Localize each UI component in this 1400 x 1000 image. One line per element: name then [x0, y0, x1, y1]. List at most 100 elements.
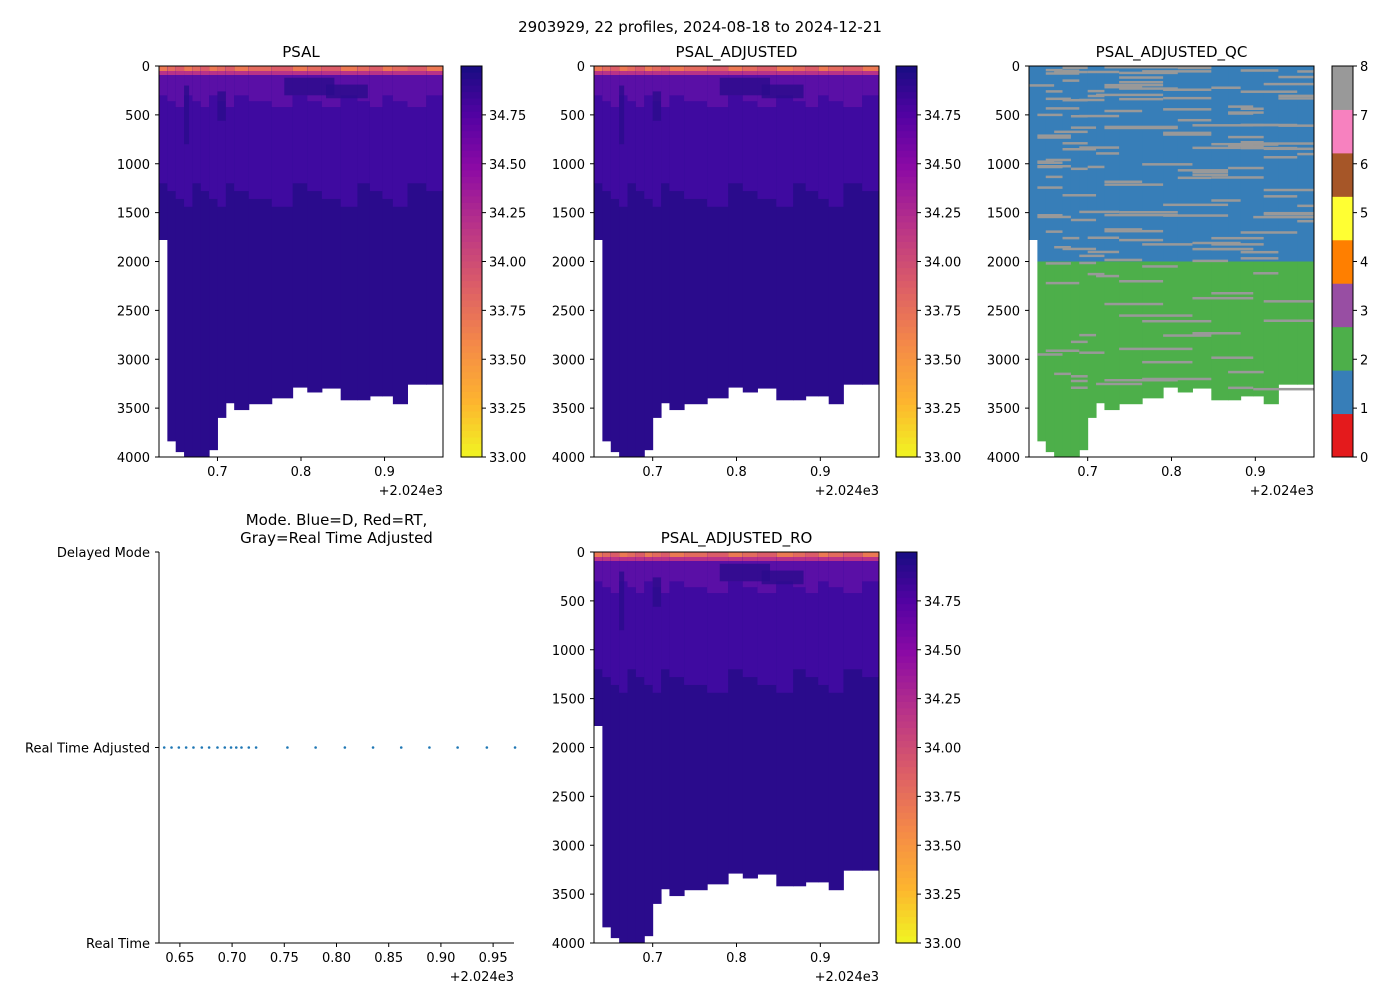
near-surface-layer — [644, 71, 654, 75]
colorbar-segment — [461, 320, 482, 328]
upper-layer — [707, 66, 729, 108]
qc-upper-block — [1087, 66, 1097, 262]
profile-column — [757, 552, 777, 875]
psal_adjusted_qc-y-axis: 0 500 1000 1500 2000 2500 3000 3500 4000 — [987, 60, 1029, 466]
colorbar-segment — [896, 417, 917, 426]
qc-flag-streak — [1062, 66, 1088, 70]
surface-layer — [369, 66, 383, 71]
qc-flag-streak — [1104, 126, 1178, 130]
profile-column — [234, 66, 250, 411]
upper-layer — [818, 552, 830, 582]
qc-upper-block — [1062, 66, 1072, 262]
deep-layer — [167, 66, 177, 442]
colorbar-segment — [896, 241, 917, 250]
qc-flag-streak — [1062, 69, 1080, 73]
colorbar-tick-label: 34.25 — [489, 207, 526, 222]
colorbar-segment — [896, 105, 917, 113]
near-surface-layer — [669, 71, 685, 75]
qc-flag-streak — [1263, 212, 1314, 216]
colorbar-segment — [896, 215, 917, 223]
near-surface-layer — [307, 71, 323, 75]
surface-layer — [742, 66, 758, 71]
colorbar-tick-label: 34.75 — [489, 109, 526, 124]
x-tick-label: 0.9 — [810, 951, 831, 966]
x-tick-label: 0.9 — [810, 465, 831, 480]
mode-point — [485, 746, 489, 749]
surface-layer — [426, 66, 444, 71]
qc-flag-streak — [1253, 272, 1279, 275]
qc-flag-streak — [1177, 66, 1212, 70]
colorbar-segment — [461, 417, 482, 426]
colorbar-tick-label: 33.50 — [924, 353, 961, 368]
y-tick-label: 2000 — [552, 742, 585, 757]
deep-layer — [610, 552, 620, 939]
colorbar-segment — [896, 163, 917, 171]
colorbar-tick-label: 6 — [1360, 158, 1368, 173]
qc-flag-streak — [1142, 243, 1193, 246]
intermediate-layer — [209, 66, 218, 199]
surface-layer — [862, 552, 880, 557]
qc-colorbar-segment — [1332, 413, 1353, 458]
profile-column — [307, 66, 323, 393]
surface-layer — [225, 66, 235, 71]
colorbar-segment — [461, 287, 482, 295]
qc-lower-block — [1054, 261, 1064, 457]
colorbar-segment — [896, 740, 917, 749]
x-tick-label: 0.65 — [165, 951, 194, 966]
salinity-streak — [217, 91, 226, 121]
y-tick-label: 3500 — [552, 402, 585, 417]
qc-lower-block — [1211, 261, 1229, 401]
salinity-streak — [761, 84, 804, 99]
qc-flag-streak — [1177, 118, 1212, 122]
qc-flag-streak — [1029, 84, 1055, 87]
psal-colorbar: 33.00 33.25 33.50 33.75 34.00 34.25 34.50 34.75 — [460, 65, 526, 466]
near-surface-layer — [369, 71, 383, 75]
surface-layer — [635, 66, 645, 71]
surface-layer — [728, 552, 744, 557]
colorbar-segment — [896, 437, 917, 445]
near-surface-layer — [382, 71, 394, 75]
x-tick-label: 0.9 — [374, 465, 395, 480]
qc-flag-streak — [1263, 195, 1298, 198]
surface-layer — [828, 66, 844, 71]
profile-column — [200, 66, 210, 457]
salinity-streak — [719, 77, 771, 96]
colorbar-segment — [461, 365, 482, 373]
colorbar-segment — [896, 85, 917, 93]
profile-column — [805, 66, 819, 397]
psal_adjusted_ro-y-axis: 0 500 1000 1500 2000 2500 3000 3500 4000 — [552, 546, 594, 952]
qc-colorbar-segment — [1332, 152, 1353, 197]
qc-flag-streak — [1079, 210, 1120, 214]
colorbar-segment — [461, 359, 482, 367]
qc-flag-streak — [1177, 176, 1212, 180]
x-tick-label: 0.8 — [726, 465, 747, 480]
y-tick-label: 1000 — [117, 158, 150, 173]
profile-column — [818, 552, 830, 883]
colorbar-segment — [896, 320, 917, 328]
qc-flag-streak — [1163, 108, 1212, 111]
near-surface-layer — [828, 71, 844, 75]
y-tick-label: 0 — [1012, 60, 1020, 75]
x-tick-label: 0.7 — [207, 465, 228, 480]
qc-colorbar-segment — [1332, 326, 1353, 371]
qc-flag-streak — [1079, 254, 1105, 258]
qc-colorbar-segment — [1332, 66, 1353, 110]
qc-upper-block — [1253, 66, 1265, 262]
qc-flag-streak — [1087, 70, 1120, 74]
colorbar-segment — [896, 346, 917, 354]
salinity-streak — [652, 577, 662, 607]
colorbar-segment — [896, 313, 917, 321]
deep-layer — [644, 552, 654, 937]
intermediate-layer — [610, 66, 620, 199]
deep-layer — [382, 66, 394, 397]
qc-flag-streak — [1211, 142, 1264, 146]
psal_adjusted_ro-colorbar: 33.00 33.25 33.50 33.75 34.00 34.25 34.50 34.75 — [895, 551, 961, 952]
qc-upper-block — [1211, 66, 1229, 262]
colorbar-segment — [896, 157, 917, 165]
profile-column — [669, 66, 685, 411]
colorbar-segment — [896, 819, 917, 827]
profile-column — [828, 66, 844, 405]
qc-lower-block — [1263, 261, 1279, 405]
colorbar-tick-label: 3 — [1360, 304, 1368, 319]
near-surface-layer — [175, 71, 185, 75]
